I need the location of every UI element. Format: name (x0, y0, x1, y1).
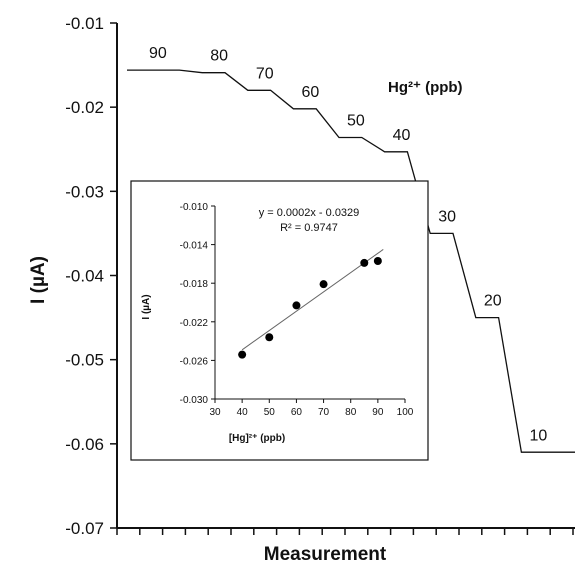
x-axis-title: Measurement (264, 544, 387, 565)
inset-equation: y = 0.0002x - 0.0329 (259, 207, 360, 219)
main-y-tick-label: -0.01 (65, 14, 104, 33)
main-y-tick-label: -0.04 (65, 267, 104, 286)
inset-data-point (319, 280, 328, 289)
inset-x-tick-label: 70 (318, 407, 330, 418)
step-label: 90 (149, 45, 167, 62)
inset-x-tick-label: 60 (291, 407, 303, 418)
inset-data-point (360, 258, 369, 267)
inset-y-tick-label: -0.018 (180, 279, 209, 290)
step-label: 40 (393, 127, 411, 144)
inset-y-tick-label: -0.026 (180, 356, 209, 367)
inset-data-point (265, 333, 274, 342)
inset-x-tick-label: 90 (372, 407, 384, 418)
step-label: 20 (484, 293, 502, 310)
step-label: 60 (301, 84, 319, 101)
inset-x-tick-label: 40 (237, 407, 249, 418)
inset-points (238, 257, 382, 359)
step-label: 50 (347, 112, 365, 129)
inset-r-squared: R² = 0.9747 (280, 222, 338, 234)
inset-data-point (238, 350, 247, 359)
inset-x-tick-label: 80 (345, 407, 357, 418)
series-title: Hg²⁺ (ppb) (388, 79, 463, 96)
main-y-tick-label: -0.07 (65, 519, 104, 538)
inset-y-tick-label: -0.030 (180, 395, 209, 406)
inset-x-tick-label: 50 (264, 407, 276, 418)
step-label: 70 (256, 65, 274, 82)
inset-x-axis-title: [Hg]²⁺ (ppb) (229, 433, 285, 444)
inset-y-axis-title: I (µA) (141, 294, 152, 319)
step-labels: 90 80 70 60 50 40 30 20 10 (149, 45, 547, 444)
main-y-tick-label: -0.05 (65, 351, 104, 370)
main-y-tick-label: -0.02 (65, 98, 104, 117)
step-label: 30 (438, 208, 456, 225)
inset-y-tick-label: -0.010 (180, 202, 209, 213)
main-y-tick-label: -0.06 (65, 435, 104, 454)
y-axis-title: I (µA) (28, 256, 49, 304)
inset-y-tick-label: -0.022 (180, 318, 209, 329)
inset-trendline (241, 249, 384, 351)
inset-x-tick-label: 30 (209, 407, 221, 418)
step-label: 10 (529, 427, 547, 444)
inset-y-tick-label: -0.014 (180, 241, 209, 252)
main-y-axis: -0.01 -0.02 -0.03 -0.04 -0.05 -0.06 -0.07 (65, 14, 118, 538)
inset-x-tick-label: 100 (397, 407, 414, 418)
inset-data-point (292, 301, 301, 310)
step-series-line (127, 69, 575, 453)
inset-frame (130, 180, 429, 461)
main-x-axis (116, 527, 575, 535)
inset-data-point (373, 257, 382, 266)
main-y-tick-label: -0.03 (65, 182, 104, 201)
step-label: 80 (210, 48, 228, 65)
